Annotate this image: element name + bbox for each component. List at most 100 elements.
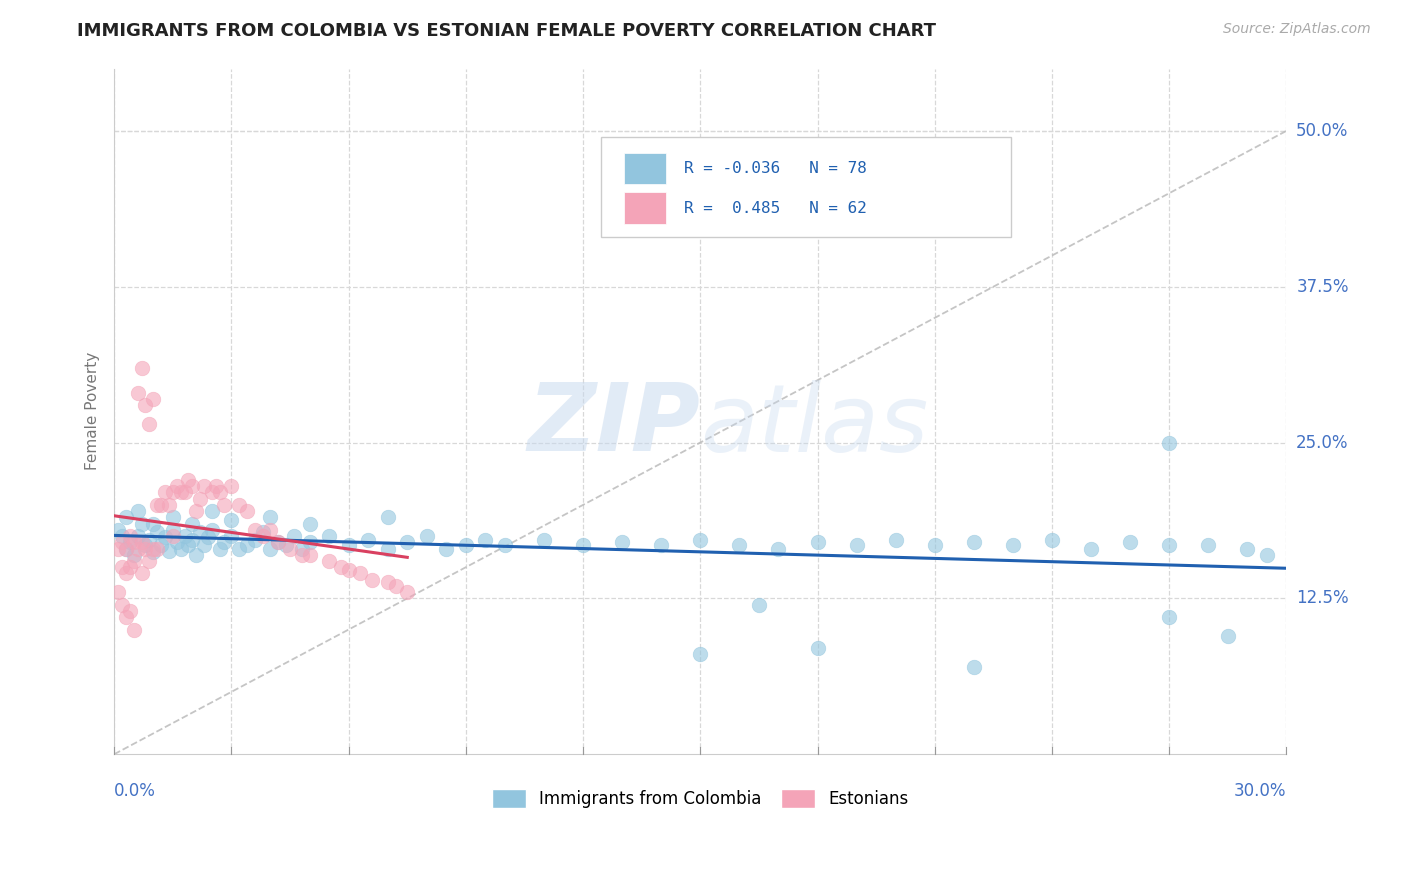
Point [122,535,145,549]
Point [138,554,160,568]
Point [111,560,134,574]
Point [153,530,176,544]
Point [884,533,907,547]
Point [1159,538,1181,552]
Point [111,598,134,612]
Point [127,504,149,518]
Point [298,535,321,549]
Point [162,510,184,524]
Text: R =  0.485   N = 62: R = 0.485 N = 62 [683,201,866,216]
Point [204,479,226,493]
Point [728,538,751,552]
Point [221,529,243,543]
Point [166,535,188,549]
Point [118,529,141,543]
Point [146,541,169,556]
Point [115,541,138,556]
Point [291,548,314,562]
Point [924,538,946,552]
Point [188,491,211,506]
Point [221,479,243,493]
Point [329,560,352,574]
Point [186,504,208,518]
Point [243,523,266,537]
Point [349,566,371,581]
Point [107,523,129,537]
Point [243,533,266,547]
Point [138,533,160,547]
Point [384,579,406,593]
Point [162,485,184,500]
Point [318,529,340,543]
Point [131,360,153,375]
Point [127,385,149,400]
Point [283,529,305,543]
Point [1256,548,1278,562]
Point [337,538,360,552]
Point [169,485,191,500]
Point [236,538,259,552]
FancyBboxPatch shape [624,153,666,184]
Point [252,525,274,540]
Point [1080,541,1102,556]
Point [115,510,138,524]
Point [122,623,145,637]
Point [298,516,321,531]
Point [212,535,235,549]
Point [357,533,380,547]
Point [131,516,153,531]
Point [650,538,672,552]
Text: IMMIGRANTS FROM COLOMBIA VS ESTONIAN FEMALE POVERTY CORRELATION CHART: IMMIGRANTS FROM COLOMBIA VS ESTONIAN FEM… [77,22,936,40]
Point [173,529,195,543]
Point [142,392,165,406]
Point [267,535,290,549]
Point [122,554,145,568]
Text: 50.0%: 50.0% [1296,122,1348,140]
Point [768,541,790,556]
Point [337,563,360,577]
Point [111,535,134,549]
Point [1159,610,1181,624]
Point [197,530,219,544]
Point [494,538,516,552]
Point [228,541,250,556]
Point [1236,541,1258,556]
Point [1216,629,1239,643]
Point [298,548,321,562]
Point [963,535,986,549]
Point [127,529,149,543]
Point [267,535,290,549]
Point [1119,535,1142,549]
Point [1001,538,1024,552]
Point [193,538,215,552]
Point [396,585,419,599]
Point [142,545,165,559]
Point [134,541,156,556]
Point [533,533,555,547]
Point [212,498,235,512]
Point [291,541,314,556]
Point [181,533,204,547]
Point [115,566,138,581]
Point [201,504,224,518]
Point [221,513,243,527]
Point [157,498,180,512]
Point [377,575,399,590]
Point [1159,435,1181,450]
Point [236,504,259,518]
Point [138,417,160,431]
Point [963,660,986,674]
Point [474,533,496,547]
Point [146,498,169,512]
Point [150,538,173,552]
Point [181,516,204,531]
Point [278,541,301,556]
Point [142,541,165,556]
Y-axis label: Female Poverty: Female Poverty [86,352,100,470]
Point [454,538,477,552]
Text: Source: ZipAtlas.com: Source: ZipAtlas.com [1223,22,1371,37]
Text: ZIP: ZIP [527,379,700,471]
Point [1040,533,1063,547]
Point [201,485,224,500]
Point [259,510,281,524]
